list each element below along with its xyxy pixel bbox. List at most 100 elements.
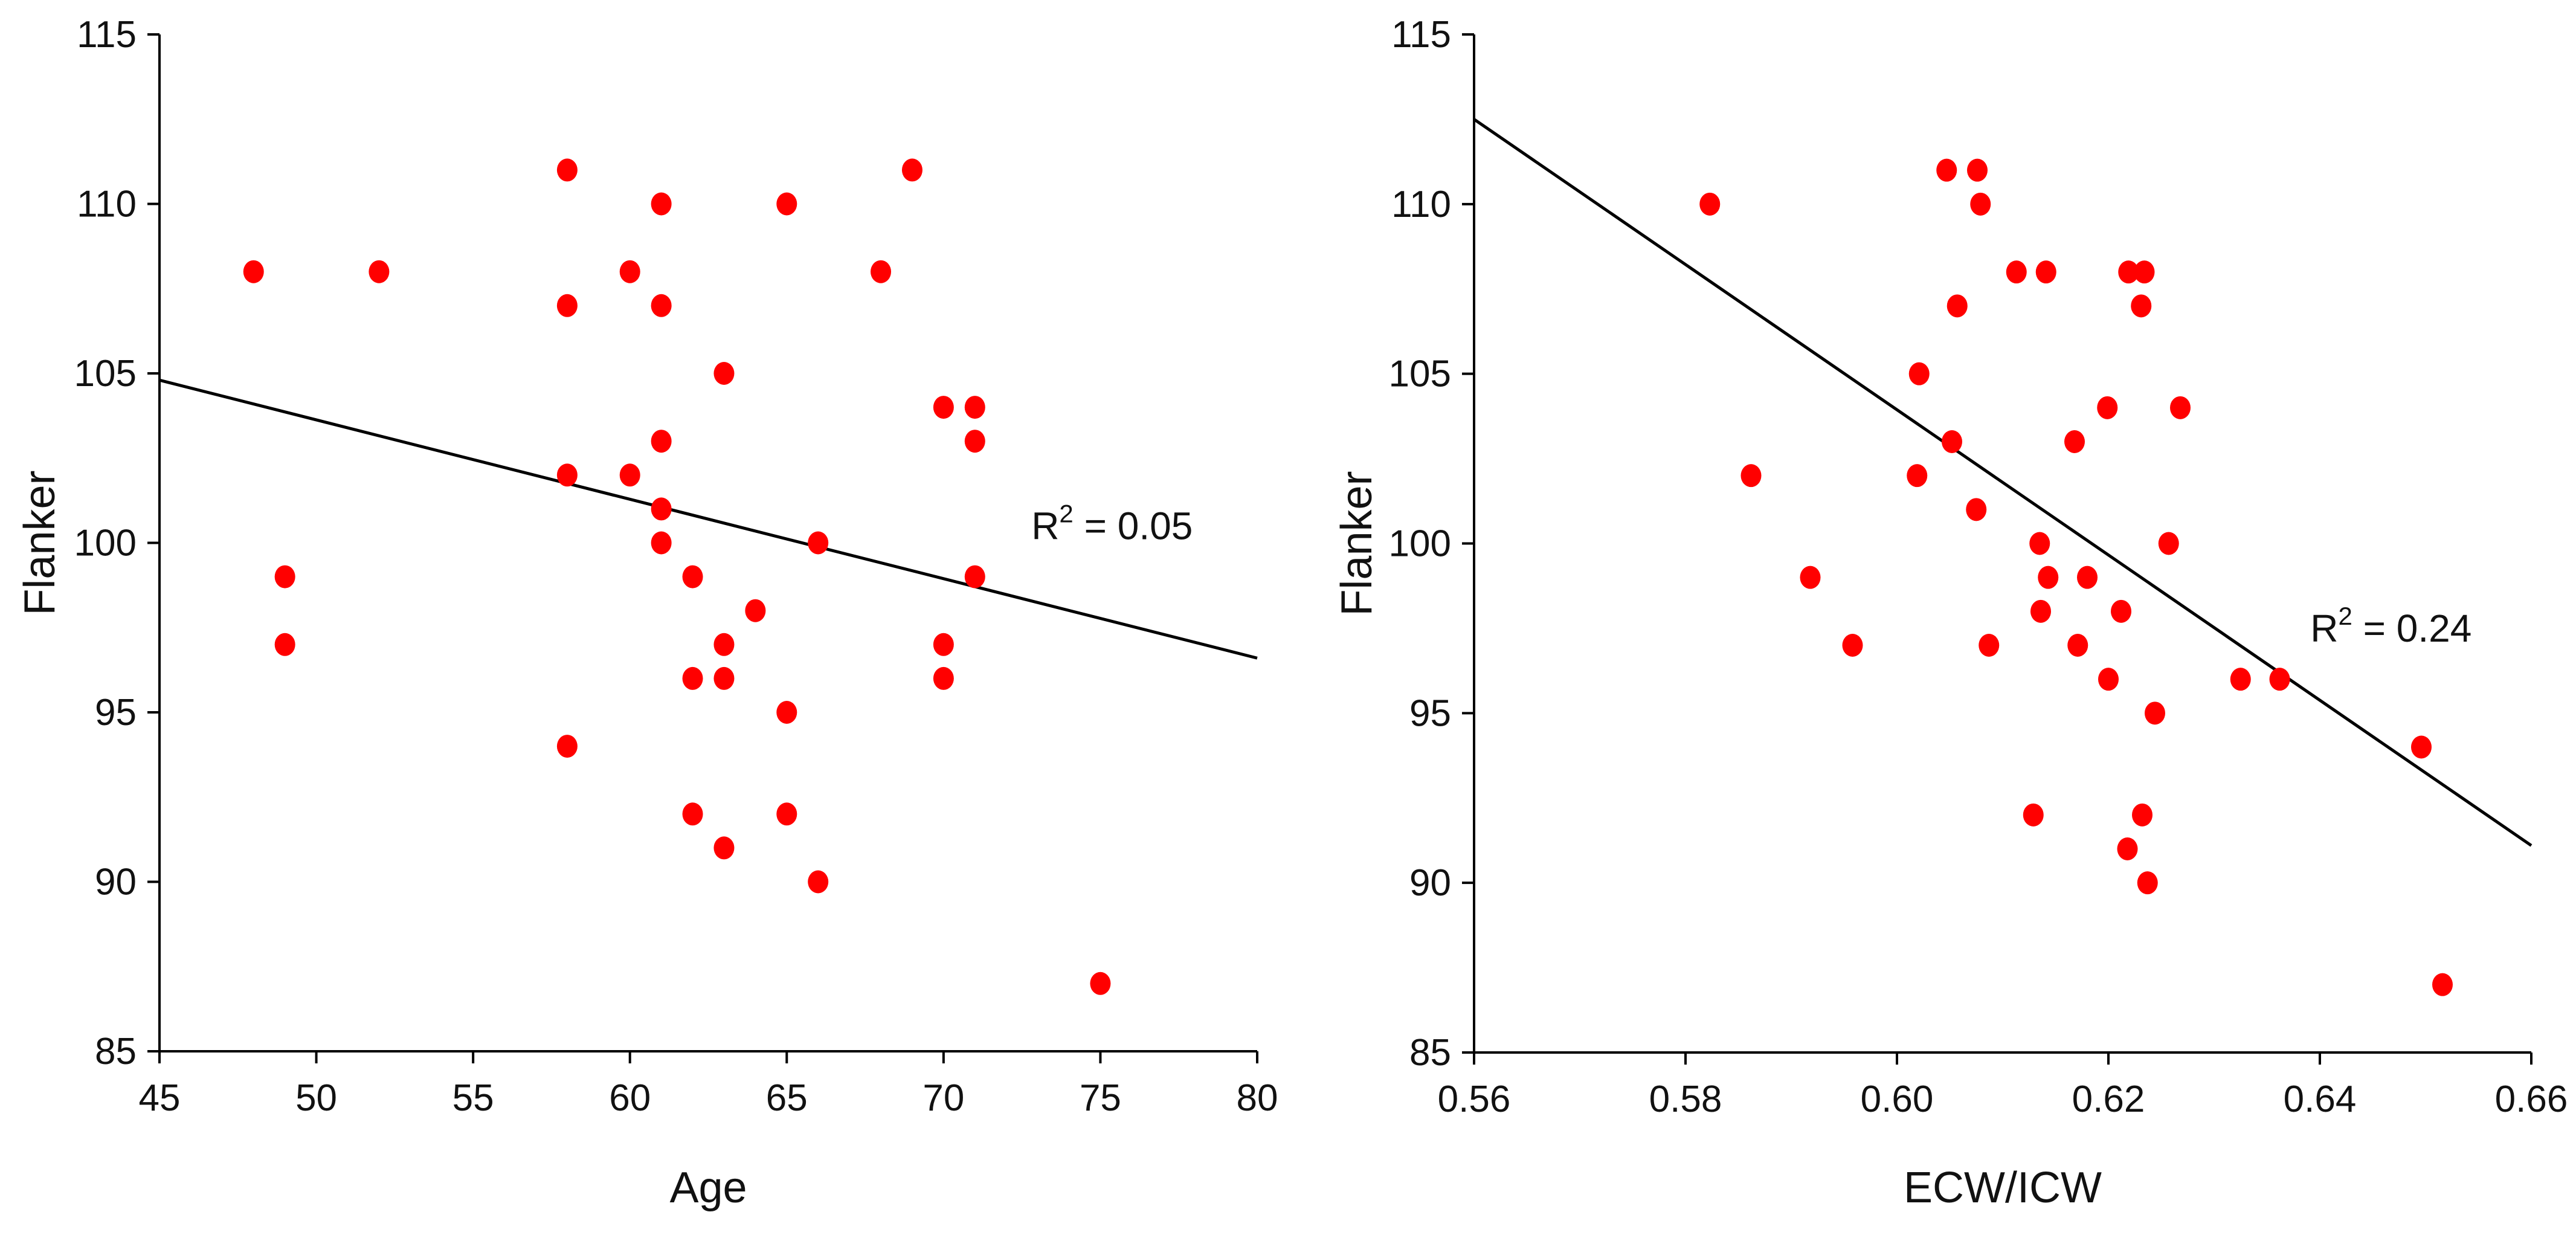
x-tick-label: 0.60 — [1861, 1078, 1934, 1120]
x-tick-label: 0.64 — [2284, 1078, 2357, 1120]
data-point — [1936, 158, 1957, 182]
y-tick-label: 115 — [1391, 14, 1451, 56]
data-point — [1090, 972, 1111, 995]
data-point — [619, 260, 640, 283]
data-point — [933, 666, 954, 690]
x-tick-label: 70 — [923, 1077, 964, 1119]
data-point — [2029, 532, 2050, 555]
data-point — [2098, 668, 2119, 691]
data-point — [2117, 837, 2138, 860]
x-tick-label: 50 — [295, 1077, 337, 1119]
y-tick-label: 90 — [1409, 862, 1451, 904]
y-tick-label: 115 — [77, 14, 137, 56]
data-point — [2077, 566, 2098, 589]
r-squared-label: R2 = 0.24 — [2310, 602, 2471, 650]
data-point — [2230, 668, 2251, 691]
x-tick-label: 0.62 — [2072, 1078, 2145, 1120]
data-point — [651, 497, 672, 521]
data-point — [901, 158, 923, 182]
data-point — [776, 192, 797, 216]
data-point — [651, 531, 672, 555]
x-tick-label: 80 — [1237, 1077, 1278, 1119]
data-point — [556, 735, 578, 758]
data-point — [1907, 464, 1928, 488]
data-point — [1970, 192, 1991, 216]
data-point — [651, 192, 672, 216]
data-point — [2134, 260, 2155, 284]
data-point — [2006, 260, 2027, 284]
data-point — [2118, 260, 2139, 284]
data-point — [933, 633, 954, 656]
data-point — [243, 260, 264, 283]
data-point — [369, 260, 390, 283]
trend-line — [159, 378, 1258, 660]
data-point — [745, 599, 766, 622]
data-point — [1979, 634, 2000, 657]
data-point — [808, 531, 829, 555]
data-point — [871, 260, 892, 283]
y-axis-title: Flanker — [1333, 471, 1381, 616]
y-tick-label: 95 — [1409, 692, 1451, 734]
data-point — [2067, 634, 2088, 657]
data-point — [2137, 871, 2158, 895]
data-point — [2145, 701, 2165, 725]
x-tick-label: 75 — [1080, 1077, 1121, 1119]
x-tick-label: 65 — [766, 1077, 808, 1119]
x-tick-label: 0.66 — [2495, 1078, 2568, 1120]
data-point — [651, 294, 672, 317]
data-point — [2132, 803, 2153, 827]
data-point — [713, 836, 735, 860]
x-tick-label: 60 — [609, 1077, 651, 1119]
data-point — [274, 565, 295, 588]
data-point — [556, 463, 578, 487]
chart-panel-1: 85 90 95 100 105 110 115 45 50 55 60 65 70 75 80 Age Fla… — [16, 14, 1278, 1212]
y-tick-label: 110 — [1391, 184, 1451, 225]
data-point — [713, 666, 735, 690]
data-point — [1699, 192, 1721, 216]
data-point — [808, 870, 829, 894]
y-tick-label: 90 — [95, 862, 137, 903]
data-point — [964, 430, 985, 453]
y-tick-label: 105 — [74, 353, 137, 395]
data-point — [619, 463, 640, 487]
data-point — [2432, 973, 2453, 996]
data-point — [2131, 294, 2152, 318]
data-point — [1946, 294, 1968, 318]
data-point — [2030, 599, 2051, 623]
x-tick-label: 0.56 — [1438, 1078, 1511, 1120]
x-axis-title: ECW/ICW — [1904, 1164, 2102, 1212]
x-tick-label: 0.58 — [1649, 1078, 1722, 1120]
data-point — [776, 802, 797, 826]
trend-line — [1473, 118, 2533, 847]
data-point — [682, 666, 703, 690]
data-point — [1740, 464, 1762, 488]
data-point — [2411, 735, 2432, 759]
data-point — [1908, 362, 1930, 385]
data-point — [2023, 803, 2044, 827]
r-squared-label: R2 = 0.05 — [1031, 499, 1193, 547]
x-tick-label: 45 — [139, 1077, 181, 1119]
x-axis-title: Age — [669, 1164, 747, 1212]
data-point — [2097, 396, 2118, 419]
data-point — [682, 565, 703, 588]
y-axis-title: Flanker — [16, 470, 64, 615]
data-point — [682, 802, 703, 826]
data-point — [274, 633, 295, 656]
data-point — [713, 362, 735, 385]
data-point — [2158, 532, 2179, 555]
data-point — [1967, 158, 1988, 182]
y-tick-label: 110 — [77, 184, 137, 225]
data-point — [2170, 396, 2191, 419]
y-tick-label: 105 — [1389, 353, 1451, 395]
data-point — [2035, 260, 2056, 284]
data-point — [556, 294, 578, 317]
data-point — [2038, 566, 2059, 589]
data-point — [776, 701, 797, 724]
data-point — [2269, 668, 2290, 691]
data-point — [933, 396, 954, 419]
data-point — [651, 430, 672, 453]
data-point — [964, 396, 985, 419]
data-point — [2111, 599, 2131, 623]
